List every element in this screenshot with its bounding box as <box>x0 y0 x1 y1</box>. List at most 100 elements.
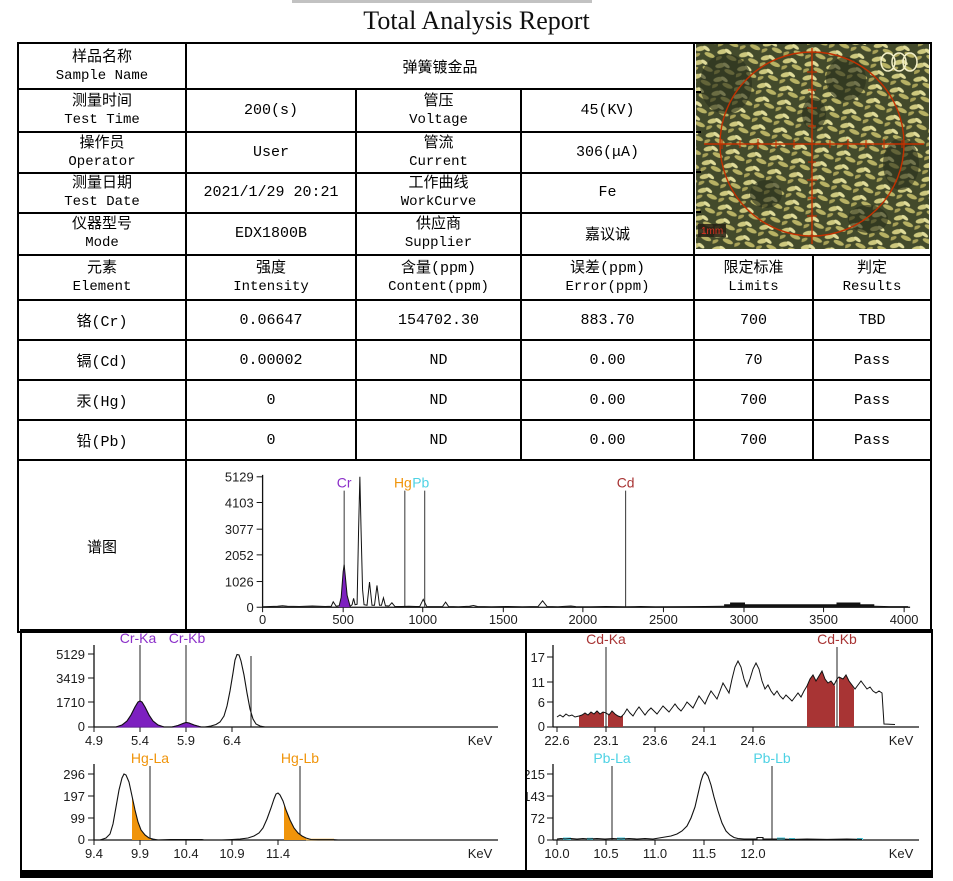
label-cn: 操作员 <box>79 135 125 153</box>
y-tick-label: 2052 <box>225 548 254 563</box>
y-tick-label: 99 <box>71 811 85 826</box>
y-tick-label: 0 <box>538 832 545 847</box>
x-tick-label: 12.0 <box>740 846 765 861</box>
y-tick-label: 72 <box>531 811 545 826</box>
overview-marker-labels: Cr Hg Pb Cd <box>337 475 635 491</box>
cr-marker-lines <box>139 645 252 727</box>
element-row-cr: 铬(Cr) 0.06647 154702.30 883.70 700 TBD <box>17 299 932 341</box>
x-tick-label: 9.9 <box>131 846 149 861</box>
pb-marker-label: Pb <box>412 475 429 491</box>
hg-marker-lines <box>149 766 301 840</box>
element-error: 883.70 <box>520 299 695 341</box>
cd-peak-labels: Cd-Ka Cd-Kb <box>586 631 857 647</box>
element-intensity: 0 <box>185 379 357 421</box>
element-intensity: 0 <box>185 419 357 461</box>
x-tick-label: 9.4 <box>85 846 103 861</box>
x-tick-label: 1000 <box>408 612 437 626</box>
header-cn: 元素 <box>86 260 117 277</box>
y-tick-label: 0 <box>78 832 85 847</box>
scan-artifact <box>292 0 592 3</box>
hg-axes <box>93 764 498 841</box>
header-cn: 限定标准 <box>723 260 784 277</box>
header-en: Content(ppm) <box>388 279 489 295</box>
pb-la-label: Pb-La <box>593 752 631 766</box>
voltage-label: 管压 Voltage <box>355 88 522 133</box>
x-tick-label: 10.4 <box>173 846 198 861</box>
mode-label: 仪器型号 Mode <box>17 211 187 257</box>
pb-marker-lines <box>611 766 773 840</box>
element-result: TBD <box>812 299 932 341</box>
pb-y-labels: 215 143 72 0 <box>525 767 545 847</box>
cr-curve <box>98 653 492 728</box>
header-cn: 含量(ppm) <box>400 260 476 277</box>
x-tick-label: 6.4 <box>223 733 241 748</box>
element-intensity: 0.00002 <box>185 339 357 381</box>
label-en: Supplier <box>404 235 473 252</box>
label-en: Voltage <box>409 112 468 129</box>
sample-name-value: 弹簧镀金品 <box>185 41 695 91</box>
y-tick-label: 0 <box>78 719 85 734</box>
y-tick-label: 3419 <box>56 671 85 686</box>
label-en: Operator <box>68 154 136 171</box>
x-tick-label: 23.1 <box>593 733 618 748</box>
cd-ka-label: Cd-Ka <box>586 631 626 647</box>
sample-photo: 1mm <box>693 42 932 256</box>
pb-peak-labels: Pb-La Pb-Lb <box>593 752 791 766</box>
header-en: Intensity <box>233 279 309 295</box>
bright-spring-highlight <box>880 52 918 72</box>
element-limit: 700 <box>693 299 814 341</box>
label-en: Test Time <box>64 112 140 129</box>
workcurve-label: 工作曲线 WorkCurve <box>355 172 522 214</box>
label-cn: 供应商 <box>415 216 461 234</box>
cr-ka-label: Cr-Ka <box>120 631 157 646</box>
label-cn: 管流 <box>423 135 454 153</box>
x-tick-label: 2000 <box>568 612 597 626</box>
x-tick-label: 11.0 <box>643 846 667 861</box>
x-tick-label: 4000 <box>890 612 919 626</box>
hg-la-label: Hg-La <box>131 752 169 766</box>
y-tick-label: 1710 <box>56 695 85 710</box>
cr-y-labels: 5129 3419 1710 0 <box>56 647 85 734</box>
cd-x-labels: 22.6 23.1 23.6 24.1 24.6 KeV <box>544 733 913 748</box>
element-row-hg: 汞(Hg) 0 ND 0.00 700 Pass <box>17 379 932 421</box>
supplier-label: 供应商 Supplier <box>355 211 522 257</box>
pb-curve <box>556 771 863 840</box>
label-en: Mode <box>85 235 119 252</box>
overview-curve <box>262 476 909 608</box>
y-tick-label: 143 <box>525 789 545 804</box>
cd-filled-regions <box>579 671 854 727</box>
header-element: 元素 Element <box>17 254 187 301</box>
label-cn: 测量时间 <box>71 93 132 111</box>
element-content: 154702.30 <box>355 299 522 341</box>
header-en: Limits <box>728 279 779 295</box>
photo-edge-ticks <box>696 91 701 213</box>
page-title: Total Analysis Report <box>363 6 590 35</box>
operator-value: User <box>185 130 357 175</box>
header-content: 含量(ppm) Content(ppm) <box>355 254 522 301</box>
element-name: 铅(Pb) <box>17 419 187 461</box>
label-cn: 工作曲线 <box>408 175 469 193</box>
header-en: Element <box>72 279 132 295</box>
overview-axes <box>261 474 911 608</box>
y-tick-label: 5129 <box>225 470 254 485</box>
header-limits: 限定标准 Limits <box>693 254 814 301</box>
hg-marker-label: Hg <box>394 475 412 491</box>
element-intensity: 0.06647 <box>185 299 357 341</box>
cr-peak-labels: Cr-Ka Cr-Kb <box>120 631 206 646</box>
photo-dark-patches <box>700 54 919 233</box>
bottom-divider-bar <box>20 872 933 878</box>
x-unit-label: KeV <box>468 733 493 748</box>
header-error: 误差(ppm) Error(ppm) <box>520 254 695 301</box>
y-tick-label: 4103 <box>225 495 254 510</box>
element-error: 0.00 <box>520 339 695 381</box>
cd-marker-lines <box>605 647 838 727</box>
y-tick-label: 3077 <box>225 522 254 537</box>
x-tick-label: 3500 <box>809 612 838 626</box>
element-name: 铬(Cr) <box>17 299 187 341</box>
x-tick-label: 500 <box>332 612 354 626</box>
y-tick-label: 0 <box>538 719 545 734</box>
cd-curve <box>556 659 896 725</box>
sample-name-label-en: Sample Name <box>55 67 149 84</box>
label-cn: 管压 <box>423 93 454 111</box>
y-tick-label: 296 <box>63 767 85 782</box>
